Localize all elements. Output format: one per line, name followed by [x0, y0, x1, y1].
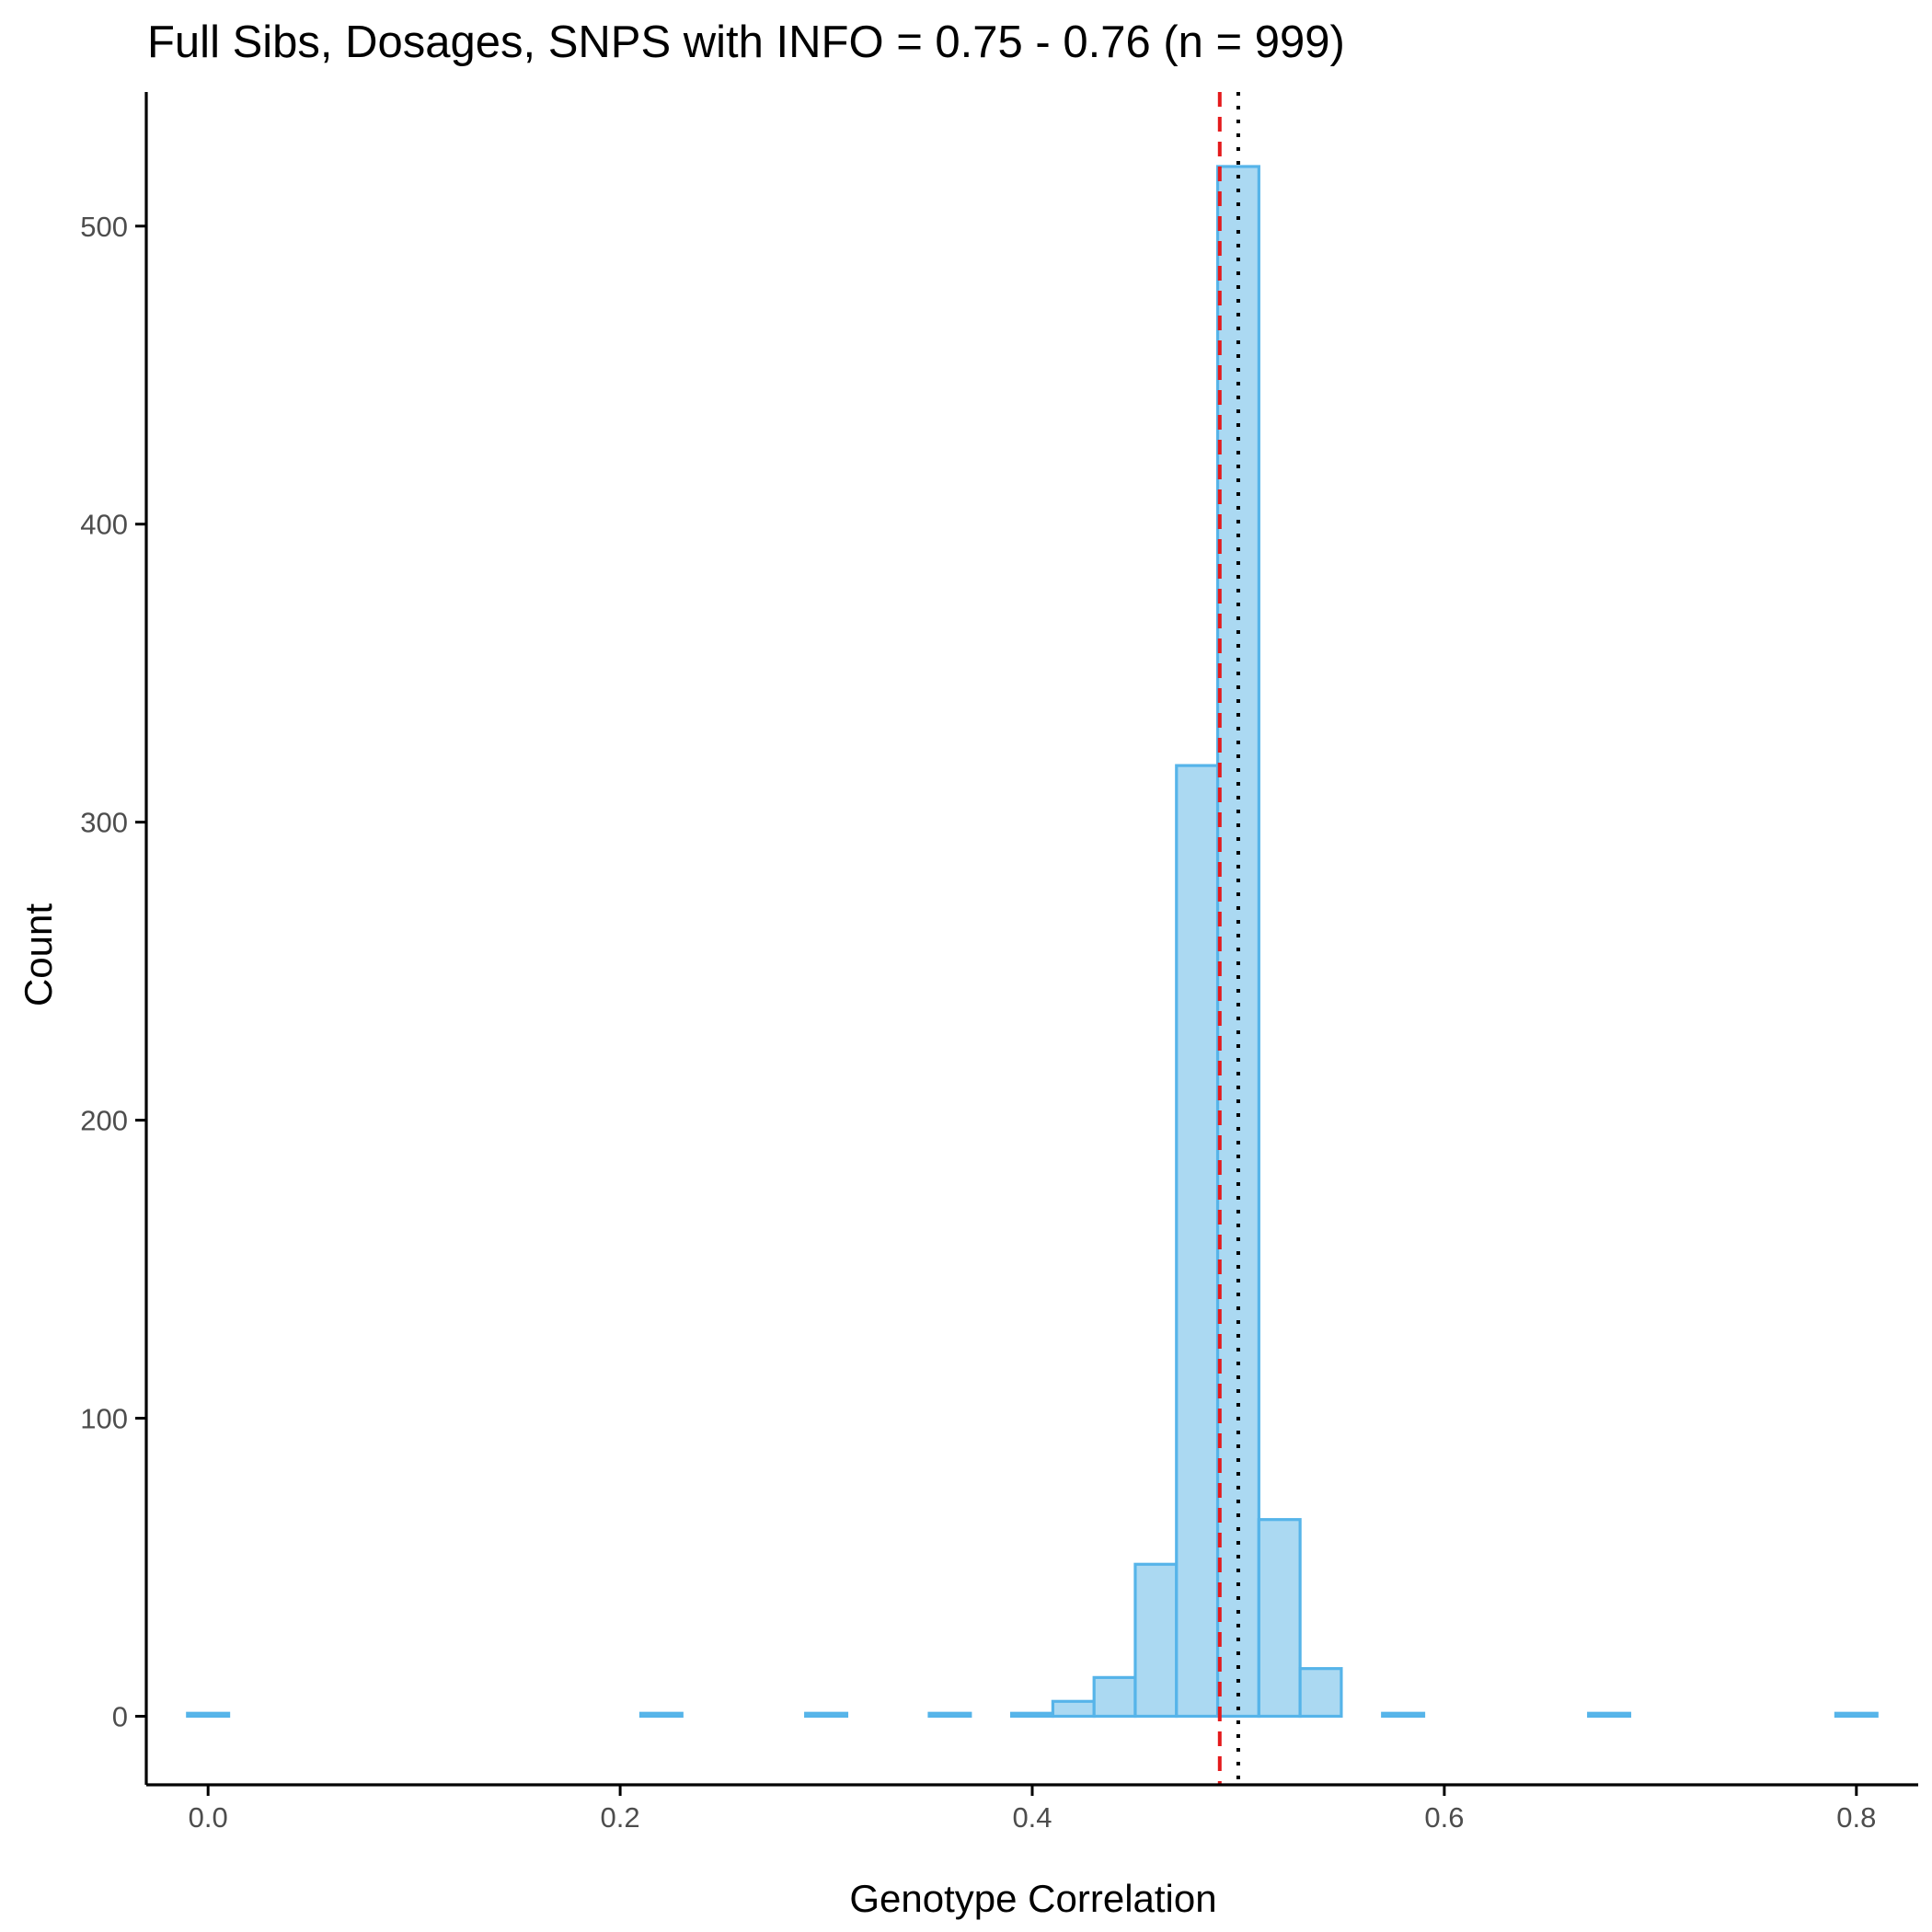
x-tick-label: 0.8 — [1836, 1801, 1876, 1834]
x-axis-ticks: 0.0 0.2 0.4 0.6 0.8 — [189, 1785, 1876, 1834]
x-tick-label: 0.2 — [601, 1801, 640, 1834]
histogram-bar-20 — [1010, 1711, 1054, 1719]
y-tick-label: 500 — [80, 211, 128, 243]
y-axis-title: Count — [17, 903, 60, 1006]
histogram-bar-22 — [1092, 1675, 1137, 1719]
histogram-bar-24 — [1175, 764, 1220, 1719]
histogram-bar-29 — [1381, 1711, 1426, 1719]
histogram-bars — [186, 165, 1879, 1719]
y-tick-label: 300 — [80, 807, 128, 839]
histogram-bar-26 — [1257, 1518, 1302, 1719]
histogram-bar-11 — [638, 1711, 684, 1719]
histogram-bar-34 — [1587, 1711, 1632, 1719]
histogram-bar-0 — [186, 1711, 231, 1719]
y-tick-label: 400 — [80, 509, 128, 541]
chart-title: Full Sibs, Dosages, SNPS with INFO = 0.7… — [147, 17, 1345, 67]
y-tick-label: 100 — [80, 1403, 128, 1435]
x-tick-label: 0.4 — [1012, 1801, 1052, 1834]
histogram-bar-27 — [1298, 1667, 1343, 1719]
histogram-bar-15 — [804, 1711, 849, 1719]
x-axis-title: Genotype Correlation — [849, 1877, 1216, 1920]
y-tick-label: 200 — [80, 1105, 128, 1137]
histogram-bar-40 — [1834, 1711, 1879, 1719]
histogram-bar-18 — [927, 1711, 972, 1719]
histogram-bar-21 — [1051, 1699, 1096, 1719]
histogram-bar-23 — [1133, 1562, 1179, 1719]
y-tick-label: 0 — [112, 1700, 128, 1732]
y-axis-ticks: 0 100 200 300 400 500 — [80, 211, 146, 1732]
x-tick-label: 0.0 — [189, 1801, 228, 1834]
reference-lines — [1217, 92, 1240, 1785]
axes — [144, 92, 1918, 1787]
x-tick-label: 0.6 — [1424, 1801, 1464, 1834]
